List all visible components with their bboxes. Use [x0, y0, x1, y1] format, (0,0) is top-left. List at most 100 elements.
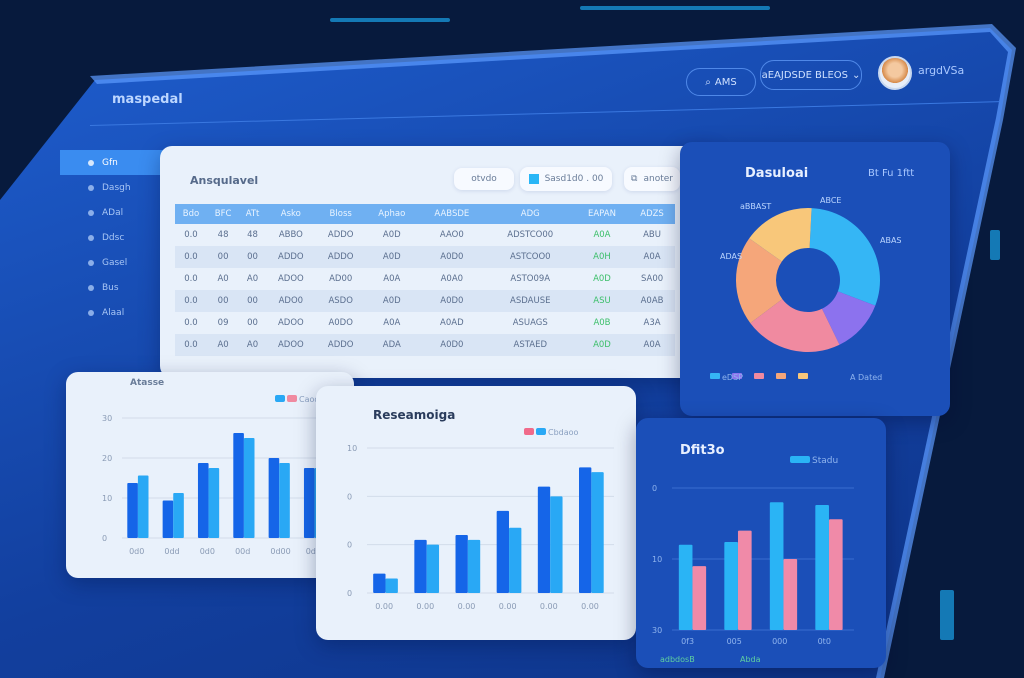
table-cell: 0.0 — [175, 290, 207, 312]
donut-chart-panel — [680, 142, 950, 416]
y-tick-label: 30 — [652, 626, 662, 635]
table-cell: ADO0 — [265, 290, 316, 312]
sidebar-item-3[interactable]: Ddsc — [60, 225, 172, 250]
table-cell: A0D0 — [418, 334, 486, 356]
table-cell: A0A — [383, 318, 401, 328]
table-row[interactable]: 0.0 A0 A0 ADOO AD00 A0A A0A0 ASTO09A A0D SA00 — [175, 268, 675, 290]
button-label: otvdo — [471, 174, 497, 184]
date-filter-button[interactable]: Sasd1d0 . 00 — [520, 167, 612, 191]
table-cell: A0A — [629, 246, 675, 268]
table-cell: 0.0 — [184, 230, 198, 240]
column-header[interactable]: Bloss — [315, 204, 366, 224]
chart-title: Dfit3o — [680, 443, 725, 458]
sidebar-item-5[interactable]: Bus — [60, 275, 172, 300]
bar — [769, 502, 784, 630]
filter-dropdown[interactable]: aEAJDSDE BLEOS ⌄ — [760, 60, 862, 90]
y-tick-label: 10 — [347, 444, 357, 453]
export-icon: ⧉ — [631, 174, 638, 184]
table-cell: 09 — [217, 318, 229, 328]
footer-label: adbdosB — [660, 655, 695, 664]
x-tick-label: 0.00 — [540, 602, 558, 611]
y-tick-label: 0 — [347, 589, 352, 598]
bar — [243, 438, 255, 538]
x-tick-label: 0.00 — [416, 602, 434, 611]
bar — [496, 510, 510, 593]
donut-chart: aBBAST ABCE ABAS ADAS eDSP A Dated — [710, 196, 902, 382]
chart-legend: Stadu — [790, 456, 838, 466]
sidebar-item-0[interactable]: Gfn — [60, 150, 172, 175]
y-tick-label: 0 — [102, 534, 107, 543]
search-button[interactable]: ⌕ AMS — [686, 68, 756, 96]
table-cell: AD00 — [329, 274, 353, 284]
table-cell: 48 — [217, 230, 229, 240]
slice-label: aBBAST — [740, 202, 771, 211]
table-cell: ADOO — [265, 334, 316, 356]
legend-label: A Dated — [850, 373, 882, 382]
column-header[interactable]: Bdo — [175, 204, 207, 224]
column-header[interactable]: EAPAN — [574, 204, 630, 224]
nav-icon — [88, 184, 94, 191]
table-cell: A0 — [246, 274, 259, 284]
donut-slice — [736, 238, 783, 324]
table-cell: SA00 — [640, 274, 664, 284]
chart-title: Dasuloai — [745, 166, 809, 181]
table-row[interactable]: 0.0 48 48 ABBO ADDO A0D AAO0 ADSTCO00 A0A ABU — [175, 224, 675, 246]
x-tick-label: 00d — [235, 547, 250, 556]
sidebar-item-6[interactable]: Alaal — [60, 300, 172, 325]
table-row[interactable]: 0.0 00 00 ADDO ADDO A0D A0D0 ASTCOO0 A0H A0A — [175, 246, 675, 268]
bar — [303, 468, 315, 538]
x-tick-label: 0t0 — [818, 637, 831, 646]
x-tick-label: 0.00 — [581, 602, 599, 611]
chevron-down-icon: ⌄ — [852, 69, 861, 81]
table-cell: A0 — [217, 274, 229, 284]
table-cell: 0.0 — [184, 274, 198, 284]
table-cell: A0D — [382, 230, 401, 240]
table-cell: 00 — [239, 290, 266, 312]
legend-label: Cbdaoo — [548, 428, 579, 437]
y-tick-label: 30 — [102, 414, 112, 423]
table-row[interactable]: 0.0 09 00 ADOO A0DO A0A A0AD ASUAGS A0B A3A — [175, 312, 675, 334]
table-cell: A0A — [383, 274, 401, 284]
sidebar-label: Gfn — [102, 157, 118, 168]
bar — [197, 463, 209, 538]
donut-slice — [809, 208, 880, 306]
nav-icon — [88, 259, 94, 266]
table-cell: 00 — [239, 246, 266, 268]
export-button[interactable]: ⧉ anoter — [624, 167, 680, 191]
column-header[interactable]: ATt — [239, 204, 266, 224]
bar — [737, 530, 752, 630]
x-tick-label: 0d0 — [129, 547, 144, 556]
bar — [137, 475, 149, 538]
sidebar-item-4[interactable]: Gasel — [60, 250, 172, 275]
table-cell: A0B — [593, 318, 611, 328]
table-row[interactable]: 0.0 A0 A0 ADOO ADDO ADA A0D0 ASTAED A0D A0A — [175, 334, 675, 356]
table-cell: A0A — [593, 230, 611, 240]
column-header[interactable]: Asko — [265, 204, 316, 224]
column-header[interactable]: Aphao — [365, 204, 418, 224]
footer-label: Abda — [740, 655, 761, 664]
bar — [828, 519, 843, 630]
avatar[interactable] — [878, 56, 912, 90]
table-row[interactable]: 0.0 00 00 ADO0 ASDO A0D A0D0 ASDAUSE ASU A0AB — [175, 290, 675, 312]
table-cell: A0D0 — [418, 290, 486, 312]
bar — [373, 573, 386, 593]
table-cell: ASDAUSE — [485, 290, 575, 312]
table-cell: ADDO — [315, 334, 366, 356]
donut-slice — [750, 299, 840, 352]
bar — [208, 468, 220, 538]
legend-swatch — [287, 395, 297, 402]
column-header[interactable]: AABSDE — [418, 204, 486, 224]
chart-legend: Cbdaoo — [524, 428, 578, 437]
sidebar-item-2[interactable]: ADal — [60, 200, 172, 225]
column-header[interactable]: BFC — [206, 204, 240, 224]
table-cell: 0.0 — [184, 318, 198, 328]
sidebar-item-1[interactable]: Dasgh — [60, 175, 172, 200]
table-cell: ADDO — [265, 246, 316, 268]
legend-swatch — [524, 428, 534, 435]
bar — [268, 458, 280, 538]
table-cell: ASDO — [315, 290, 366, 312]
column-header[interactable]: ADZS — [629, 204, 675, 224]
legend-swatch — [790, 456, 810, 463]
column-header[interactable]: ADG — [485, 204, 575, 224]
table-search-button[interactable]: otvdo — [454, 168, 514, 190]
